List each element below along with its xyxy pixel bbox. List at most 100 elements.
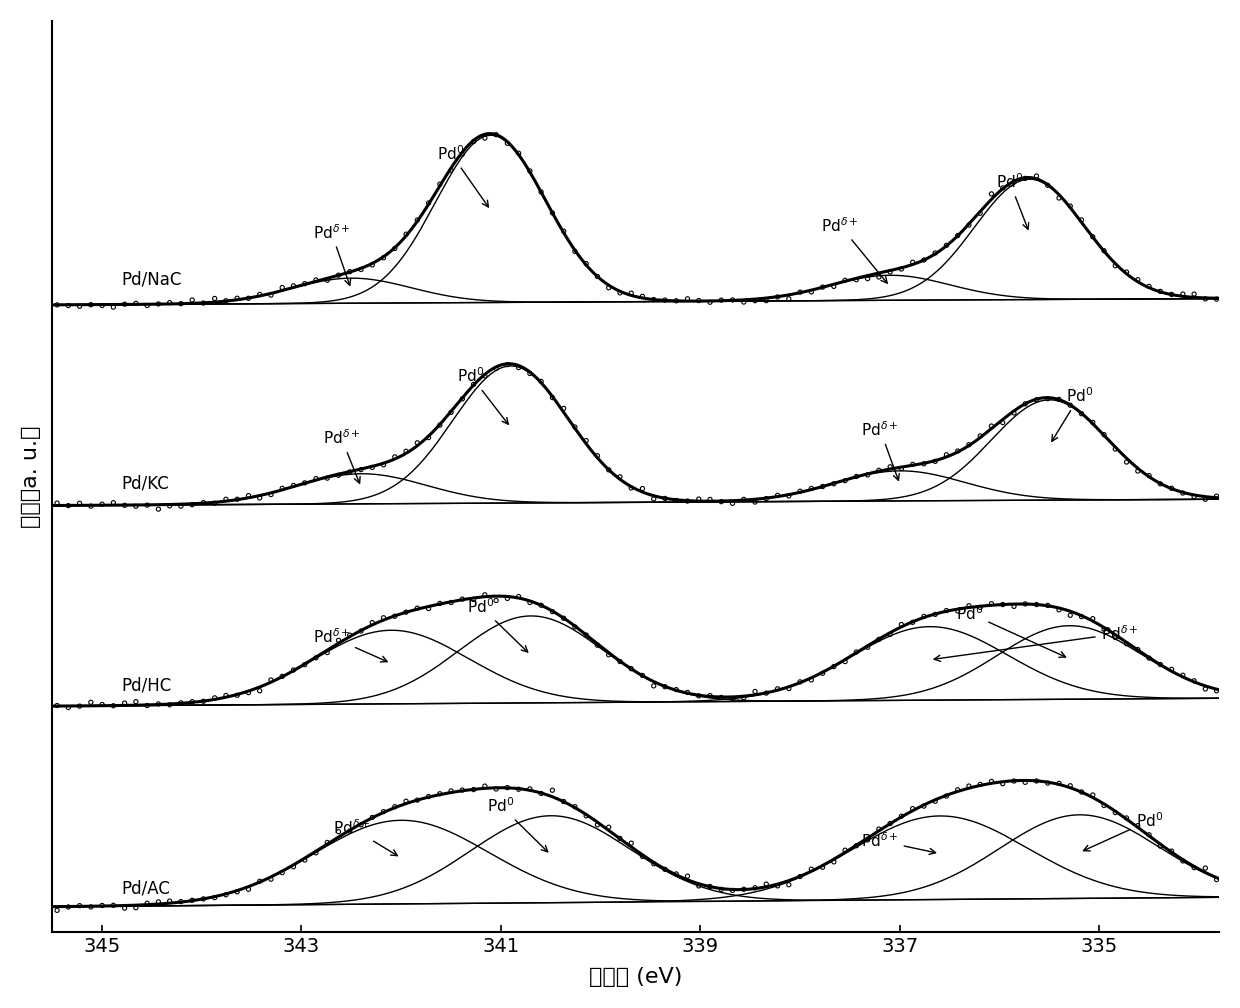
Point [768,487,787,503]
Point [790,869,810,885]
Point [362,615,382,631]
Point [160,893,180,909]
Text: Pd$^{\delta+}$: Pd$^{\delta+}$ [312,223,351,285]
Point [475,368,495,384]
Point [836,653,856,669]
Point [475,587,495,603]
Point [880,626,900,642]
Point [982,185,1002,202]
Point [227,687,247,704]
Point [993,775,1013,791]
Point [1117,809,1137,826]
Point [1140,278,1159,294]
Point [959,436,978,453]
Point [362,809,382,826]
Point [520,781,539,797]
Point [632,667,652,683]
Text: Pd$^{0}$: Pd$^{0}$ [1084,811,1163,851]
Point [1083,229,1102,245]
Point [329,632,348,648]
Point [486,127,506,143]
Point [1071,405,1091,421]
Point [823,854,843,870]
Point [216,491,236,507]
Point [58,700,78,716]
Point [216,292,236,308]
Point [1105,629,1125,645]
Point [126,900,146,916]
Point [610,653,630,669]
Point [756,685,776,702]
Point [914,798,934,814]
Point [632,849,652,865]
Point [295,656,315,672]
Point [249,286,269,302]
Point [869,822,889,838]
Point [903,254,923,270]
Point [632,481,652,497]
Point [2,700,22,716]
Point [925,793,945,809]
Point [1229,290,1240,306]
Point [171,695,191,711]
Point [441,595,461,611]
Point [610,469,630,485]
Point [621,660,641,676]
Point [1027,773,1047,789]
Text: Pd$^{0}$: Pd$^{0}$ [467,598,528,652]
Point [858,270,878,286]
Point [329,467,348,483]
Point [1140,468,1159,484]
Point [340,824,360,840]
Point [823,278,843,294]
Point [644,677,663,694]
Point [993,179,1013,196]
Point [644,856,663,872]
Point [836,473,856,489]
Point [554,610,574,626]
Point [238,290,258,306]
Point [644,291,663,307]
Point [408,600,428,616]
Point [621,285,641,301]
Point [249,873,269,889]
Point [1162,843,1182,859]
Point [193,694,213,710]
Point [723,690,743,707]
Point [138,895,157,911]
Point [149,894,169,910]
Point [464,592,484,608]
Point [599,647,619,663]
Point [1195,860,1215,876]
Point [655,678,675,695]
Point [903,457,923,473]
Point [554,400,574,416]
Point [249,490,269,506]
Point [1195,291,1215,307]
Point [497,357,517,373]
Point [801,481,821,497]
Point [520,366,539,382]
Point [712,689,732,706]
Point [779,680,799,697]
Point [238,881,258,897]
Point [858,639,878,655]
Point [69,495,89,511]
Point [430,176,450,193]
Point [892,617,911,633]
Point [947,603,967,619]
Point [1173,286,1193,302]
Point [92,697,112,713]
Point [1162,286,1182,302]
Text: Pd/NaC: Pd/NaC [122,270,182,288]
Point [1128,641,1148,657]
Point [1151,476,1171,492]
Point [1060,397,1080,413]
Point [126,295,146,311]
Point [284,662,304,678]
Point [790,483,810,499]
Point [610,831,630,847]
Point [565,798,585,814]
Point [1218,289,1238,305]
Point [1207,291,1226,307]
